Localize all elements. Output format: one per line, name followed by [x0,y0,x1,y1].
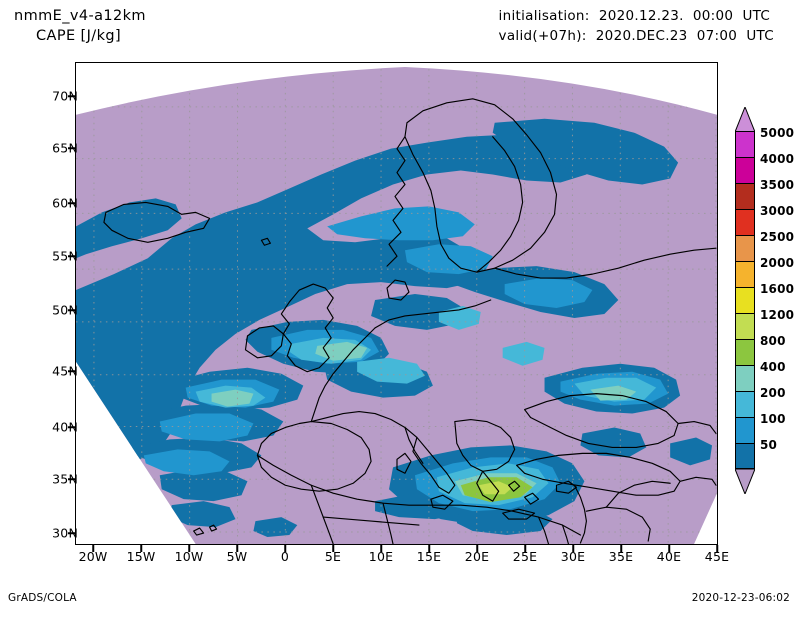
lon-label-5W: 5W [226,549,248,564]
lat-label-45N: 45N [52,363,78,379]
colorbar-segment-50 [735,443,755,469]
lon-tick-25E [524,545,526,552]
colorbar-segment-4000 [735,157,755,183]
colorbar-segment-5000 [735,131,755,157]
model-name: nmmE_v4-a12km [14,8,146,24]
lon-label-10W: 10W [174,549,204,564]
lat-label-35N: 35N [52,471,78,487]
lon-tick-35E [620,545,622,552]
lat-tick-45N [68,370,75,372]
lat-tick-60N [68,202,75,204]
colorbar-label-1200: 1200 [760,308,795,322]
map-plot-area[interactable] [75,62,718,545]
lon-label-30E: 30E [560,549,586,564]
lat-label-50N: 50N [52,302,78,318]
lon-label-45E: 45E [704,549,730,564]
colorbar-segment-3500 [735,183,755,209]
colorbar-label-3000: 3000 [760,204,795,218]
cape-field-map [76,63,717,544]
colorbar-label-5000: 5000 [760,126,795,140]
lon-tick-15E [428,545,430,552]
lat-tick-35N [68,478,75,480]
lon-label-25E: 25E [512,549,538,564]
colorbar-segment-2000 [735,261,755,287]
colorbar-label-100: 100 [760,412,786,426]
lon-label-10E: 10E [368,549,394,564]
lat-label-55N: 55N [52,248,78,264]
colorbar[interactable] [735,131,755,469]
lon-label-5E: 5E [324,549,342,564]
lon-tick-0 [284,545,286,552]
colorbar-label-2000: 2000 [760,256,795,270]
colorbar-under-arrow [735,469,755,494]
colorbar-segment-200 [735,391,755,417]
lon-tick-20W [92,545,94,552]
colorbar-label-400: 400 [760,360,786,374]
lon-label-15E: 15E [416,549,442,564]
colorbar-segment-400 [735,365,755,391]
header-left-block: nmmE_v4-a12km CAPE [J/kg] [14,6,146,46]
lat-tick-50N [68,309,75,311]
lon-label-20E: 20E [464,549,490,564]
header-right-block: initialisation: 2020.12.23. 00:00 UTC va… [499,6,774,46]
lat-tick-65N [68,147,75,149]
colorbar-label-1600: 1600 [760,282,795,296]
colorbar-over-arrow [735,107,755,132]
lat-label-70N: 70N [52,88,78,104]
lon-label-35E: 35E [608,549,634,564]
lon-label-20W: 20W [78,549,108,564]
lon-tick-15W [140,545,142,552]
lon-tick-5W [236,545,238,552]
lon-label-0: 0 [280,549,290,564]
colorbar-label-800: 800 [760,334,786,348]
variable-name: CAPE [J/kg] [36,28,122,44]
lon-tick-30E [572,545,574,552]
valid-time: valid(+07h): 2020.DEC.23 07:00 UTC [498,28,774,44]
colorbar-segment-2500 [735,235,755,261]
lon-label-40E: 40E [656,549,682,564]
lon-label-15W: 15W [126,549,156,564]
producer-credit: GrADS/COLA [8,592,77,604]
colorbar-segment-1600 [735,287,755,313]
colorbar-label-3500: 3500 [760,178,795,192]
lat-tick-55N [68,255,75,257]
lat-label-65N: 65N [52,140,78,156]
lon-tick-45E [716,545,718,552]
lon-tick-10W [188,545,190,552]
colorbar-segment-100 [735,417,755,443]
lon-tick-20E [476,545,478,552]
colorbar-label-4000: 4000 [760,152,795,166]
colorbar-segment-3000 [735,209,755,235]
colorbar-label-50: 50 [760,438,778,452]
lat-label-40N: 40N [52,419,78,435]
lon-tick-40E [668,545,670,552]
lat-tick-70N [68,95,75,97]
initialisation-time: initialisation: 2020.12.23. 00:00 UTC [498,8,771,24]
colorbar-label-200: 200 [760,386,786,400]
colorbar-segment-1200 [735,313,755,339]
lon-tick-5E [332,545,334,552]
colorbar-segment-800 [735,339,755,365]
lat-tick-30N [68,532,75,534]
lon-tick-10E [380,545,382,552]
lat-label-30N: 30N [52,525,78,541]
colorbar-label-2500: 2500 [760,230,795,244]
lat-label-60N: 60N [52,195,78,211]
render-timestamp: 2020-12-23-06:02 [691,592,790,604]
lat-tick-40N [68,426,75,428]
